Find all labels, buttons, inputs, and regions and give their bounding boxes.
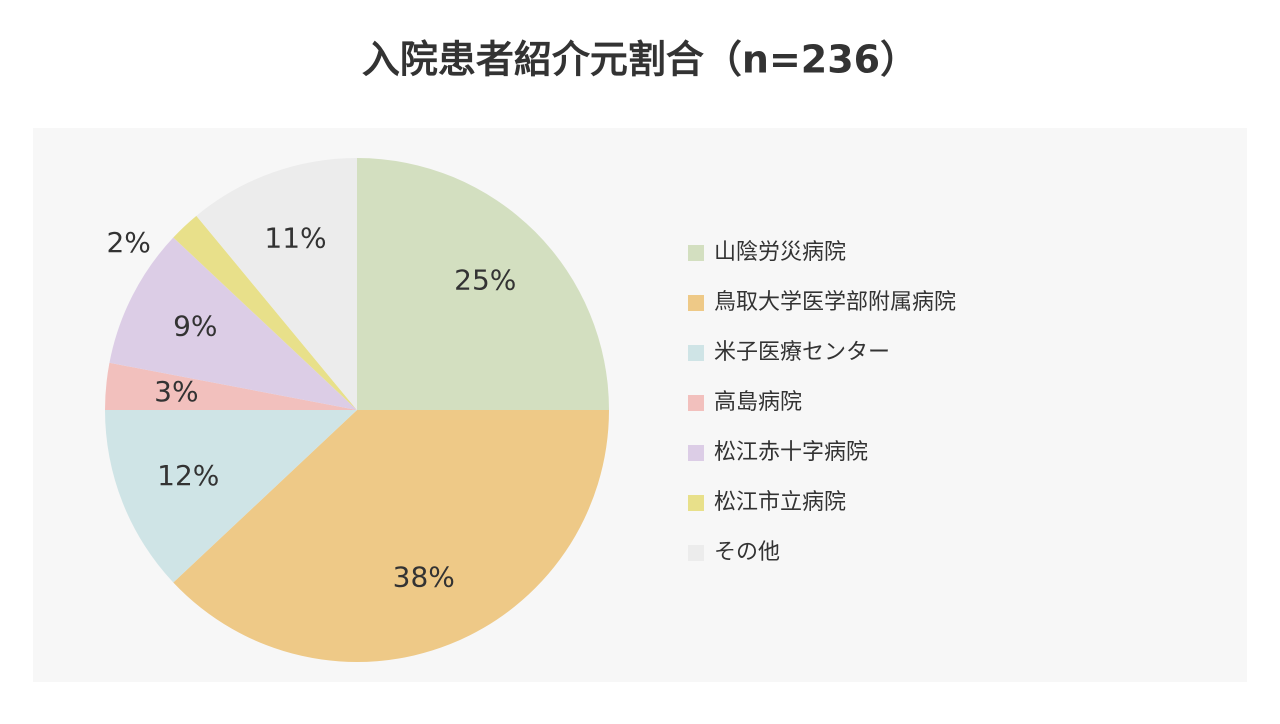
legend-label: 鳥取大学医学部附属病院 [714, 290, 956, 315]
pie-slice [105, 410, 357, 583]
pie-slice [173, 215, 357, 410]
legend-label: 松江市立病院 [714, 490, 846, 515]
data-label: 11% [264, 221, 326, 254]
legend-swatch [688, 545, 704, 561]
data-label: 2% [106, 226, 150, 259]
legend-swatch [688, 495, 704, 511]
pie-slice [109, 237, 357, 410]
data-label: 12% [157, 459, 219, 492]
legend-swatch [688, 295, 704, 311]
pie-slice [357, 158, 609, 410]
legend-label: 松江赤十字病院 [714, 440, 868, 465]
legend-swatch [688, 395, 704, 411]
pie-slice [196, 158, 357, 410]
legend-swatch [688, 345, 704, 361]
pie-slice [173, 410, 609, 663]
data-label: 25% [454, 264, 516, 297]
pie-slice [105, 362, 357, 410]
legend-label: 高島病院 [714, 390, 802, 415]
legend-swatch [688, 445, 704, 461]
data-label: 38% [393, 561, 455, 594]
legend-swatch [688, 245, 704, 261]
legend-label: 山陰労災病院 [714, 240, 846, 265]
data-label: 3% [154, 375, 198, 408]
data-label: 9% [173, 310, 217, 343]
legend-label: その他 [714, 540, 780, 565]
legend-label: 米子医療センター [714, 340, 890, 365]
chart-title: 入院患者紹介元割合（n=236） [362, 38, 918, 82]
